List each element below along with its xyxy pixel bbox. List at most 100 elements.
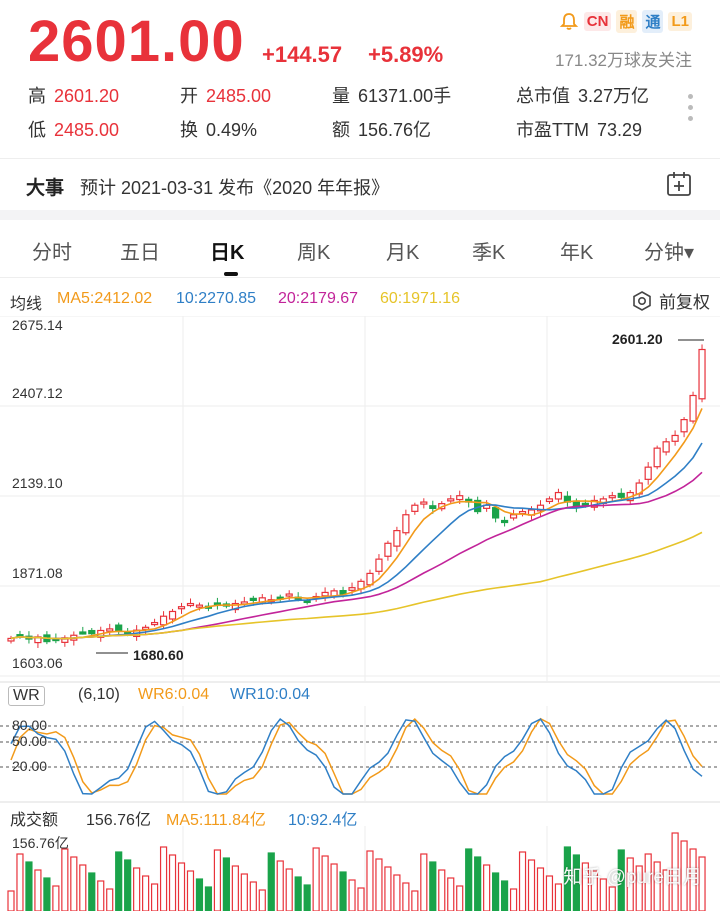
price-adjust-button[interactable]: 前复权 <box>631 288 710 313</box>
volume-bar <box>321 855 329 911</box>
candle-body <box>653 447 661 468</box>
candle-body <box>7 637 15 642</box>
more-stats-dots-icon[interactable] <box>688 94 694 121</box>
volume-bar <box>222 857 230 911</box>
volume-bar <box>429 861 437 911</box>
wr-level-label: 20.00 <box>12 758 47 774</box>
volume-bar <box>662 869 670 911</box>
volume-bar <box>608 886 616 911</box>
wr-tag[interactable]: WR <box>8 686 45 706</box>
volume-bar <box>249 881 257 911</box>
candle-body <box>106 628 114 632</box>
bell-icon[interactable] <box>559 12 579 32</box>
candle-body <box>617 492 625 498</box>
badge-connect[interactable]: 通 <box>642 10 664 33</box>
volume-bar <box>617 849 625 911</box>
event-text: 预计 2021-03-31 发布《2020 年年报》 <box>80 178 390 198</box>
candle-body <box>581 502 589 506</box>
candle-body <box>231 602 239 611</box>
volume-bar <box>16 853 24 911</box>
ma-line <box>10 471 703 640</box>
candle-body <box>177 606 186 610</box>
stat-pe-ttm: 市盈TTM 73.29 <box>516 120 643 140</box>
volume-bar <box>213 849 222 911</box>
volume-bar <box>474 856 482 911</box>
candle-body <box>536 504 545 512</box>
volume-bar <box>142 875 150 911</box>
volume-bar <box>635 865 643 911</box>
watermark: 知乎 @pure日月 <box>563 867 702 888</box>
candle-body <box>420 501 428 505</box>
ma-title: 均线 <box>10 296 43 313</box>
volume-bar <box>653 861 661 911</box>
volume-bar <box>186 870 195 911</box>
price-axis-label: 2675.14 <box>12 317 63 333</box>
volume-bar <box>43 877 51 911</box>
settings-icon <box>633 290 651 311</box>
badge-cn[interactable]: CN <box>583 12 612 31</box>
tab-minute[interactable]: 分钟▾ <box>644 242 695 264</box>
quote-header: 2601.00 +144.57 +5.89% CN 融 通 L1 171.32万… <box>0 0 720 155</box>
min-price-label: 1680.60 <box>133 647 184 663</box>
candle-body <box>492 507 500 519</box>
wr10-value: WR10:0.04 <box>230 686 311 703</box>
kline-chart-area[interactable]: 2675.14 2407.12 2139.10 1871.08 1603.06 2601.… <box>0 316 720 911</box>
tab-yearly-k[interactable]: 年K <box>560 242 594 264</box>
tab-weekly-k[interactable]: 周K <box>297 242 331 264</box>
tab-monthly-k[interactable]: 月K <box>386 242 420 264</box>
candle-body <box>321 591 329 597</box>
price-change: +144.57 <box>262 42 343 67</box>
event-tag: 大事 <box>26 178 65 199</box>
candle-body <box>698 348 706 400</box>
volume-bar <box>150 883 159 911</box>
tab-quarterly-k[interactable]: 季K <box>472 242 506 264</box>
wr-level-label: 50.00 <box>12 733 47 749</box>
volume-bar <box>115 851 123 911</box>
candle-body <box>115 624 123 633</box>
volume-bar <box>563 846 572 911</box>
volume-bar <box>34 869 42 911</box>
volume-bar <box>438 869 446 911</box>
volume-bar <box>447 877 455 911</box>
add-calendar-icon[interactable] <box>666 171 692 197</box>
volume-bar <box>545 875 554 911</box>
candle-body <box>285 593 293 597</box>
ma-legend: 均线 MA5:2412.02 10:2270.85 20:2179.67 60:… <box>0 282 720 316</box>
candle-body <box>429 505 437 510</box>
volume-bar <box>393 874 401 911</box>
tab-daily-k[interactable]: 日K <box>210 242 245 264</box>
volume-bar <box>231 865 239 911</box>
candle-body <box>393 530 401 547</box>
candle-body <box>689 394 697 422</box>
volume-bar <box>536 867 545 911</box>
price-change-percent: +5.89% <box>368 42 444 67</box>
badge-level1[interactable]: L1 <box>668 12 692 31</box>
wr-line <box>10 717 703 795</box>
volume-bar <box>366 850 374 911</box>
volume-bar <box>52 885 60 911</box>
volume-header: 成交额 156.76亿 MA5:111.84亿 10:92.4亿 <box>0 802 720 830</box>
stat-open: 开 2485.00 <box>180 86 272 106</box>
tab-five-day[interactable]: 五日 <box>120 242 160 264</box>
stat-low: 低 2485.00 <box>28 120 120 140</box>
axis-labels: 2675.14 2407.12 2139.10 1871.08 1603.06 2601.… <box>12 317 704 851</box>
candle-body <box>375 558 383 572</box>
badge-margin[interactable]: 融 <box>616 10 638 33</box>
volume-bar <box>195 878 204 911</box>
wr-indicator <box>0 717 720 795</box>
volume-bar <box>581 862 589 911</box>
event-row[interactable]: 大事 预计 2021-03-31 发布《2020 年年报》 <box>0 158 720 210</box>
tab-intraday[interactable]: 分时 <box>32 242 72 264</box>
volume-bar <box>124 859 132 911</box>
volume-bar <box>671 832 679 911</box>
volume-bar <box>590 870 598 911</box>
stat-volume: 量 61371.00手 <box>332 86 452 106</box>
candle-body <box>88 629 96 635</box>
volume-bar <box>159 846 168 911</box>
ma-line <box>10 531 703 640</box>
volume-bar <box>312 847 320 911</box>
volume-bar <box>644 853 652 911</box>
volume-ma10: 10:92.4亿 <box>288 812 358 829</box>
wr-params: (6,10) <box>78 686 120 703</box>
volume-bar <box>276 860 284 911</box>
